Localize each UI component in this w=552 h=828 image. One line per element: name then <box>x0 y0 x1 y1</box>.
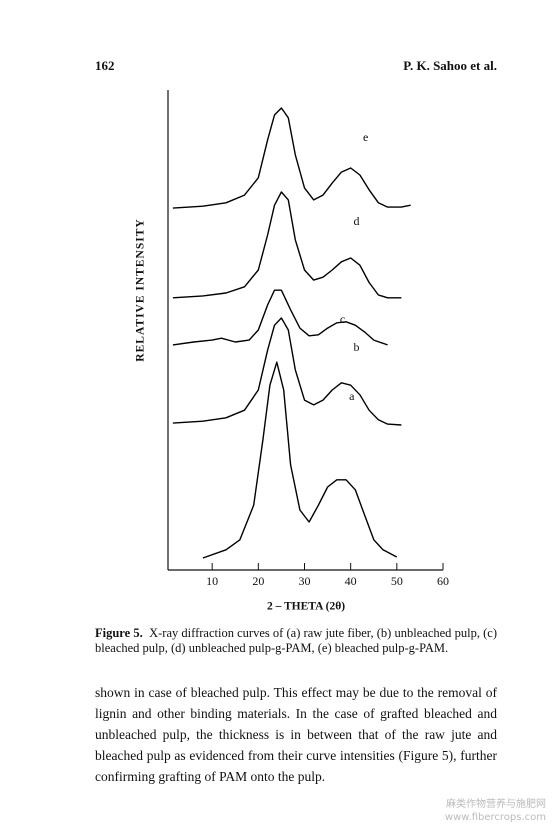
curve-label: e <box>363 130 368 144</box>
curve-label: d <box>353 214 359 228</box>
watermark-line: www.fibercrops.com <box>444 812 546 823</box>
curve-label: c <box>340 312 345 326</box>
x-tick-label: 10 <box>206 574 218 588</box>
x-tick-label: 20 <box>252 574 264 588</box>
curve-label: b <box>353 340 359 354</box>
running-head: P. K. Sahoo et al. <box>403 58 497 73</box>
diffraction-curve <box>172 191 402 299</box>
caption-label: Figure 5. <box>95 626 143 640</box>
x-tick-label: 40 <box>345 574 357 588</box>
chart: 2 – THETA (2θ) RELATIVE INTENSITY 10 20 30… <box>135 90 449 613</box>
diffraction-curve <box>172 107 411 209</box>
watermark: 麻类作物营养与施肥网 www.fibercrops.com <box>445 798 546 824</box>
x-tick-label: 30 <box>299 574 311 588</box>
page-number: 162 <box>95 58 115 73</box>
curve-label: a <box>349 389 355 403</box>
diffraction-curve <box>202 361 398 559</box>
x-tick-label: 50 <box>391 574 403 588</box>
body-text: shown in case of bleached pulp. This eff… <box>95 685 497 784</box>
x-tick-label: 60 <box>437 574 449 588</box>
caption: Figure 5. X-ray diffraction curves of (a… <box>95 626 497 656</box>
watermark-line: 麻类作物营养与施肥网 <box>446 799 546 810</box>
caption-text: X-ray diffraction curves of (a) raw jute… <box>95 626 497 655</box>
diffraction-curve <box>172 289 388 346</box>
diffraction-curve <box>172 317 402 426</box>
x-axis-label: 2 – THETA (2θ) <box>267 601 345 613</box>
y-axis-label: RELATIVE INTENSITY <box>135 218 147 361</box>
